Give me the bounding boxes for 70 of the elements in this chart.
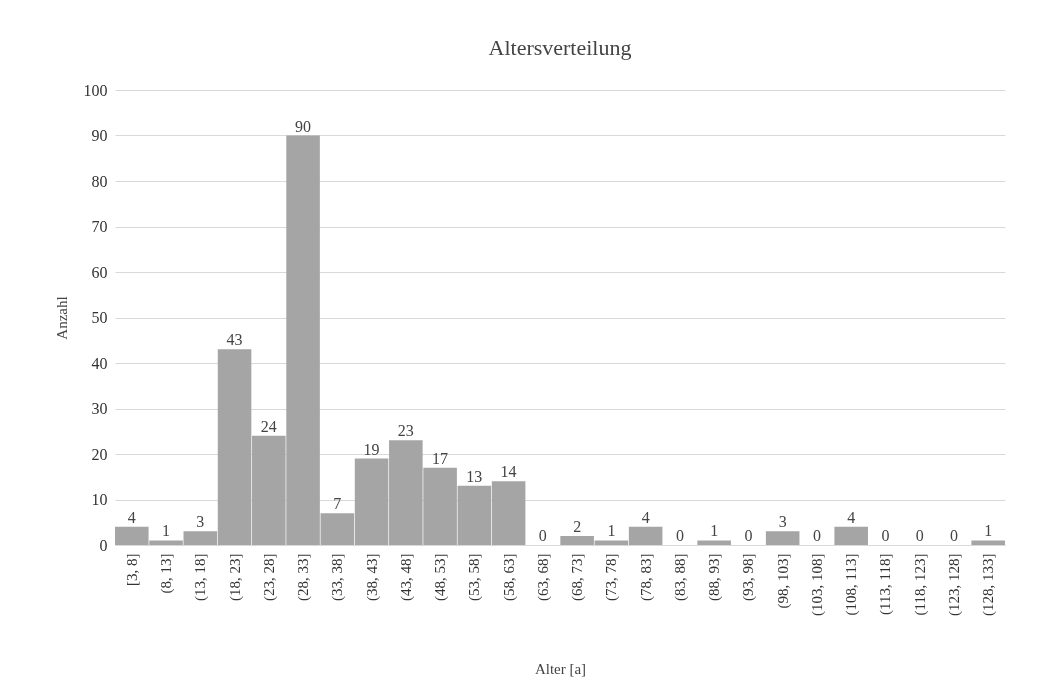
data-label: 0 [881, 527, 890, 544]
data-label: 1 [984, 522, 993, 540]
data-label: 4 [847, 508, 856, 526]
x-tick-label: (33, 38] [329, 553, 347, 601]
x-tick-label: (73, 78] [603, 553, 621, 601]
bar [834, 526, 868, 545]
data-label: 13 [466, 467, 483, 485]
data-label: 24 [260, 417, 277, 435]
x-tick-label: (123, 128] [945, 553, 963, 616]
x-tick-label: (98, 103] [774, 553, 792, 609]
x-tick-label: (38, 43] [363, 553, 381, 601]
x-tick-label: (8, 13] [158, 553, 176, 594]
data-label: 0 [744, 527, 753, 544]
data-label: 4 [641, 508, 650, 526]
y-tick-label: 10 [91, 491, 108, 508]
x-tick-label: (83, 88] [671, 553, 689, 601]
x-tick-label: (128, 133] [980, 553, 998, 616]
y-tick-label: 50 [91, 309, 108, 326]
x-tick-label: (118, 123] [911, 553, 929, 616]
y-tick-label: 20 [91, 445, 108, 463]
bar [697, 540, 731, 545]
x-tick-label: [3, 8] [123, 553, 140, 586]
y-tick-label: 60 [91, 263, 108, 281]
data-label: 19 [363, 440, 380, 458]
data-label: 0 [538, 527, 547, 544]
data-label: 0 [812, 527, 821, 544]
x-tick-label: (108, 113] [843, 553, 861, 616]
y-tick-label: 100 [83, 81, 108, 99]
data-label: 0 [949, 527, 958, 544]
x-tick-label: (93, 98] [740, 553, 758, 601]
chart-title: Altersverteilung [488, 35, 632, 60]
data-label: 3 [196, 513, 205, 531]
data-label: 0 [675, 527, 684, 544]
data-label: 90 [295, 117, 312, 135]
data-label: 17 [432, 449, 449, 467]
x-tick-label: (113, 118] [877, 553, 895, 615]
x-tick-label: (28, 33] [295, 553, 313, 601]
x-axis-title: Alter [a] [534, 660, 587, 677]
x-tick-label: (13, 18] [192, 553, 210, 601]
data-label: 7 [333, 495, 342, 513]
y-tick-label: 90 [91, 127, 108, 144]
data-label: 23 [397, 422, 414, 440]
data-label: 4 [127, 508, 136, 526]
x-tick-label: (58, 63] [500, 553, 518, 601]
x-tick-label: (103, 108] [808, 553, 826, 616]
x-tick-label: (23, 28] [260, 553, 278, 601]
y-tick-label: 80 [91, 172, 108, 190]
data-label: 1 [607, 522, 616, 540]
x-tick-label: (18, 23] [226, 553, 244, 601]
y-axis-title: Anzahl [53, 296, 70, 340]
y-tick-label: 30 [91, 400, 108, 417]
bar [971, 540, 1005, 545]
bar [765, 531, 800, 545]
x-tick-label: (53, 58] [466, 553, 484, 601]
y-tick-label: 70 [91, 218, 108, 235]
data-label: 14 [500, 463, 517, 481]
x-tick-label: (78, 83] [637, 553, 655, 601]
y-tick-label: 40 [91, 354, 108, 372]
data-label: 1 [162, 522, 171, 540]
data-label: 43 [226, 331, 243, 349]
x-tick-label: (68, 73] [569, 553, 587, 601]
x-tick-label: (88, 93] [706, 553, 724, 601]
x-tick-label: (48, 53] [432, 553, 450, 601]
x-tick-label: (63, 68] [534, 553, 552, 601]
data-label: 0 [915, 527, 924, 544]
y-tick-label: 0 [99, 536, 108, 554]
x-tick-label: (43, 48] [397, 553, 415, 601]
data-label: 3 [778, 513, 787, 531]
data-label: 2 [573, 517, 582, 535]
data-label: 1 [710, 522, 719, 540]
